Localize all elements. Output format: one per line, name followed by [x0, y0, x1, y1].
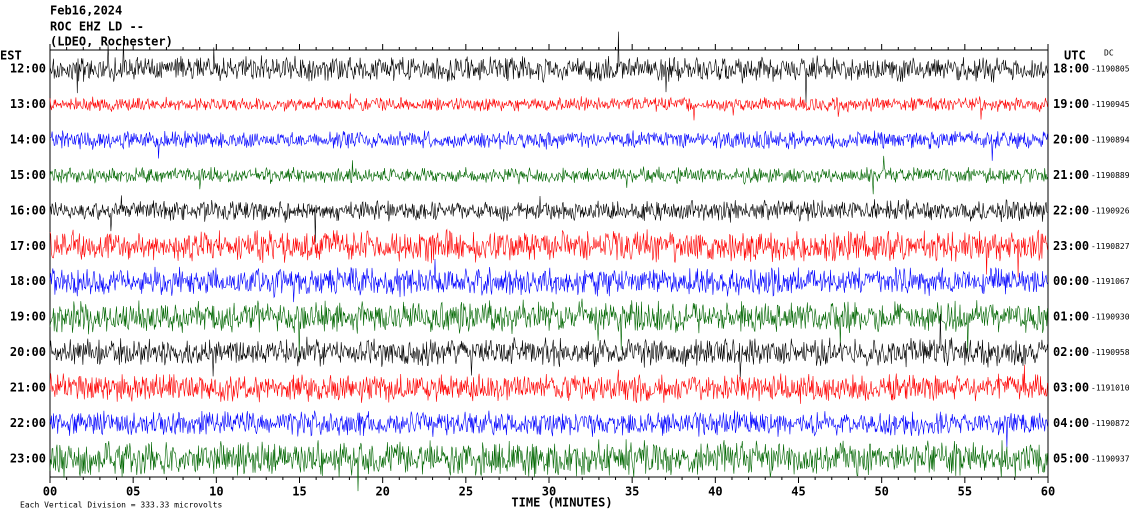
right-time-label: 05:00	[1053, 451, 1089, 465]
x-tick-label: 50	[874, 485, 888, 499]
x-tick-label: 55	[958, 485, 972, 499]
left-time-label: 22:00	[10, 416, 46, 430]
right-time-label: 23:00	[1053, 239, 1089, 253]
trace	[49, 228, 1048, 278]
left-time-label: 23:00	[10, 451, 46, 465]
x-axis-title: TIME (MINUTES)	[511, 496, 612, 510]
x-tick-label: 30	[542, 485, 556, 499]
x-tick-label: 10	[209, 485, 223, 499]
trace	[49, 130, 1048, 161]
x-tick-label: 60	[1041, 485, 1055, 499]
header-line: (LDEO, Rochester)	[50, 35, 173, 49]
right-time-label: 02:00	[1053, 345, 1089, 359]
x-tick-label: 25	[459, 485, 473, 499]
trace	[49, 31, 1048, 104]
trace	[49, 364, 1048, 404]
x-tick-label: 00	[43, 485, 57, 499]
dc-offset: -1191010	[1091, 384, 1130, 393]
dc-offset: -1190872	[1091, 419, 1130, 428]
left-axis-title: EST	[0, 49, 22, 63]
trace	[49, 410, 1048, 449]
x-tick-label: 20	[375, 485, 389, 499]
dc-offset: -1190926	[1091, 206, 1130, 215]
dc-offset: -1191067	[1091, 277, 1130, 286]
right-time-label: 22:00	[1053, 203, 1089, 217]
trace	[49, 195, 1048, 243]
trace	[49, 313, 1048, 378]
left-time-label: 19:00	[10, 310, 46, 324]
footer: Each Vertical Division = 333.33 microvol…	[20, 501, 222, 510]
right-time-label: 04:00	[1053, 416, 1089, 430]
right-time-label: 18:00	[1053, 62, 1089, 76]
dc-offset: -1190937	[1091, 454, 1130, 463]
x-tick-label: 05	[126, 485, 140, 499]
right-time-label: 03:00	[1053, 381, 1089, 395]
dc-offset: -1190805	[1091, 65, 1130, 74]
dc-offset: -1190945	[1091, 100, 1130, 109]
left-time-label: 17:00	[10, 239, 46, 253]
left-time-label: 12:00	[10, 62, 46, 76]
right-time-label: 19:00	[1053, 97, 1089, 111]
right-axis-subtitle: DC	[1104, 49, 1114, 58]
dc-offset: -1190958	[1091, 348, 1130, 357]
x-tick-label: 40	[708, 485, 722, 499]
left-time-label: 18:00	[10, 274, 46, 288]
x-tick-label: 45	[791, 485, 805, 499]
x-tick-label: 35	[625, 485, 639, 499]
dc-offset: -1190894	[1091, 135, 1130, 144]
plot-frame	[49, 49, 1049, 478]
left-time-label: 20:00	[10, 345, 46, 359]
x-tick-label: 15	[292, 485, 306, 499]
right-time-label: 00:00	[1053, 274, 1089, 288]
header-line: ROC EHZ LD --	[50, 20, 144, 34]
left-time-label: 16:00	[10, 203, 46, 217]
left-time-label: 15:00	[10, 168, 46, 182]
right-axis-title: UTC	[1064, 49, 1086, 63]
left-time-label: 21:00	[10, 381, 46, 395]
right-time-label: 01:00	[1053, 310, 1089, 324]
left-time-label: 13:00	[10, 97, 46, 111]
left-time-label: 14:00	[10, 132, 46, 146]
trace	[49, 155, 1048, 195]
trace	[49, 258, 1048, 303]
trace	[49, 93, 1048, 121]
dc-offset: -1190827	[1091, 242, 1130, 251]
trace	[49, 439, 1048, 492]
traces	[49, 31, 1048, 492]
dc-offset: -1190930	[1091, 313, 1130, 322]
right-time-label: 20:00	[1053, 132, 1089, 146]
trace	[49, 298, 1048, 358]
header-line: Feb16,2024	[50, 4, 122, 18]
dc-offset: -1190889	[1091, 171, 1130, 180]
right-time-label: 21:00	[1053, 168, 1089, 182]
